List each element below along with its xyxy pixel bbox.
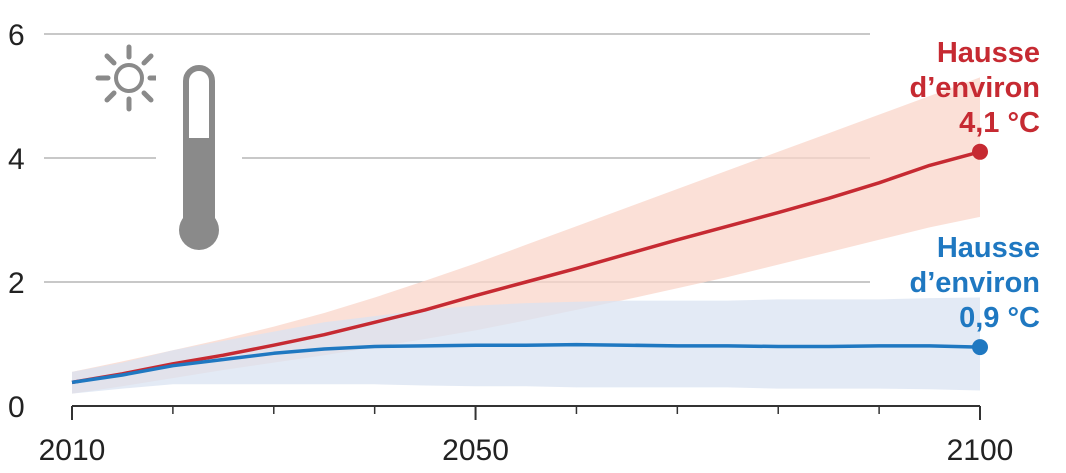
series-end-point-0 [972,143,988,160]
axes: 0 2 4 6 2010 2050 2100 [8,19,1013,467]
y-tick-label: 2 [8,267,25,300]
series-lines [71,143,988,385]
sun-icon [95,44,163,112]
series-end-label-0: 4,1 °C [959,107,1040,139]
series-line-0 [71,150,981,385]
series-end-point-1 [972,339,988,356]
series-end-label-0: d’environ [909,72,1040,104]
x-tick-label: 2050 [442,434,509,467]
y-tick-label: 6 [8,19,25,52]
series-end-label-1: 0,9 °C [959,302,1040,334]
y-tick-label: 4 [8,143,25,176]
thermometer-icon [156,60,242,260]
series-line-1 [71,342,981,385]
x-tick-label: 2010 [39,434,106,467]
series-end-label-0: Hausse [937,37,1040,69]
x-tick-label: 2100 [947,434,1014,467]
series-end-label-1: Hausse [937,232,1040,264]
series-end-label-1: d’environ [909,267,1040,299]
y-tick-label: 0 [8,391,25,424]
